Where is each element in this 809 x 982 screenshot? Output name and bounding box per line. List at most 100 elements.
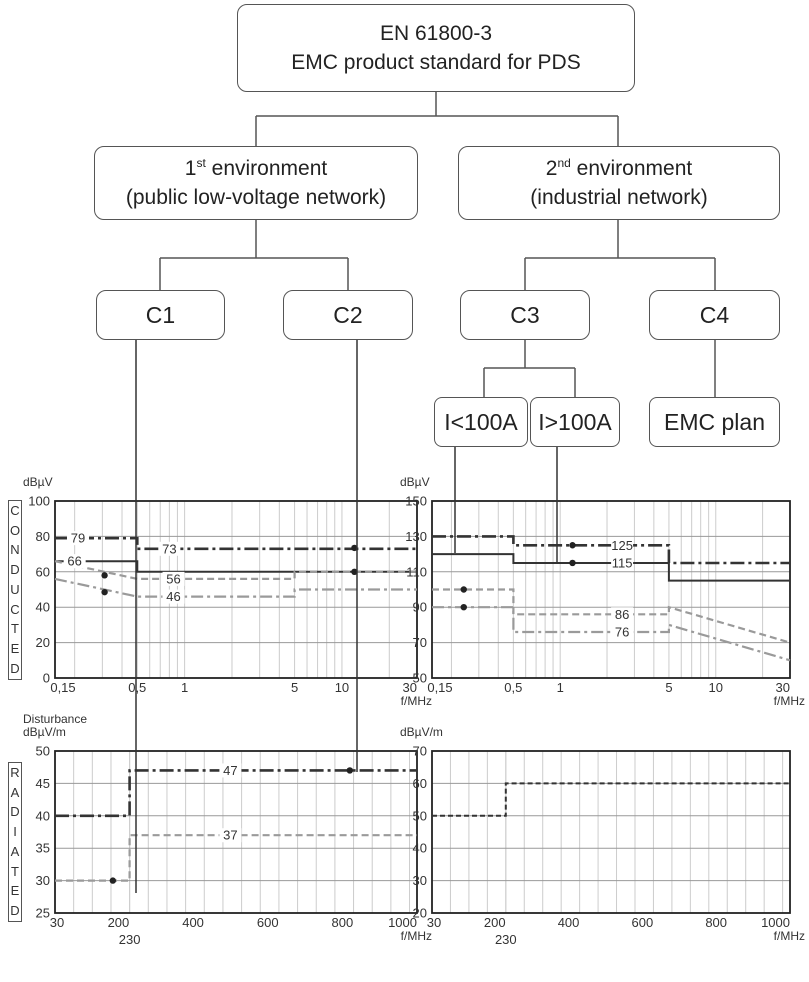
series-line-dashdot-dark: [55, 769, 417, 818]
standard-number: EN 61800-3: [379, 22, 493, 45]
x-tick-label: 0,5: [128, 680, 146, 695]
standard-description: EMC product standard for PDS: [291, 51, 581, 74]
y-tick-label: 70: [413, 635, 427, 650]
x-tick-label: 0,15: [50, 680, 75, 695]
category-c1-box: C1: [96, 290, 225, 340]
radiated-letter: D: [10, 903, 20, 919]
x-axis-label: f/MHz: [774, 694, 805, 708]
y-axis-label: dBµV: [23, 475, 53, 489]
x-tick-label: 10: [709, 680, 723, 695]
series-line-solid-dark: [432, 553, 790, 582]
annotation-label: 66: [67, 554, 81, 569]
x-tick-label: 1: [181, 680, 188, 695]
y-tick-label: 100: [28, 494, 50, 509]
intersection-dot: [346, 767, 354, 774]
conducted-letter: C: [10, 601, 20, 617]
y-tick-label: 0: [43, 671, 50, 686]
conducted-letter: U: [10, 581, 20, 597]
x-tick-label: 400: [182, 915, 204, 930]
annotation-label: 115: [612, 555, 633, 570]
annotation-label: 79: [71, 531, 85, 546]
series-line-dash-light: [55, 834, 417, 882]
y-tick-label: 60: [413, 776, 427, 791]
tree-connector-env2: [524, 220, 716, 290]
conducted-letter: D: [10, 562, 20, 578]
radiated-letter: E: [10, 883, 20, 899]
intersection-dot: [109, 877, 117, 884]
x-axis-label: f/MHz: [401, 929, 432, 943]
y-tick-label: 25: [36, 906, 50, 921]
x-tick-label-extra: 230: [495, 932, 517, 947]
radiated-letter: I: [13, 824, 17, 840]
y-axis-label: dBµV: [400, 475, 430, 489]
y-tick-label: 40: [413, 841, 427, 856]
series-line-dashdot-light: [54, 577, 417, 598]
env1-box: 1st environment (public low-voltage netw…: [94, 146, 418, 220]
annotation-background: [611, 607, 634, 622]
standard-box: EN 61800-3 EMC product standard for PDS: [237, 4, 635, 92]
x-tick-label: 1000: [388, 915, 417, 930]
y-tick-label: 20: [413, 906, 427, 921]
intersection-dot: [351, 544, 358, 552]
conducted-letter: E: [10, 641, 20, 657]
y-tick-label: 90: [413, 600, 427, 615]
annotation-background: [63, 554, 86, 569]
env1-subtitle: (public low-voltage network): [125, 186, 387, 209]
y-tick-label: 130: [405, 529, 427, 544]
annotation-background: [66, 531, 89, 546]
chart-frame: [54, 750, 418, 914]
x-tick-label: 30: [50, 915, 64, 930]
annotation-background: [611, 624, 634, 639]
subcategory-high-current-label: I>100A: [538, 408, 612, 435]
annotation-background: [158, 541, 181, 556]
chart-conducted-1st: 79 73 66 56 46 0 20 40 60 80 100 0,15 0,5 1 5 10 30f/MHz…: [23, 475, 432, 708]
series-line-dash-light: [432, 588, 791, 644]
intersection-dot: [569, 542, 576, 549]
y-tick-label: 60: [36, 564, 50, 579]
y-tick-label: 35: [36, 841, 50, 856]
chart-frame: [431, 750, 791, 914]
x-tick-label: 600: [632, 915, 654, 930]
y-tick-label: 150: [405, 494, 427, 509]
y-tick-label: 45: [36, 776, 50, 791]
radiated-letter: A: [10, 784, 20, 800]
series-line-dash-light: [54, 560, 417, 581]
intersection-dot: [569, 559, 576, 567]
category-c3-label: C3: [510, 301, 540, 328]
x-tick-label: 30: [776, 680, 790, 695]
y-tick-label: 110: [406, 564, 427, 579]
category-c4-box: C4: [649, 290, 780, 340]
tree-connector-env1: [159, 220, 349, 290]
intersection-dot: [101, 572, 108, 579]
series-line-dashdot-dark: [432, 535, 790, 565]
series-line-dash-dark: [432, 782, 790, 817]
tree-connector-c3: [483, 340, 576, 397]
y-tick-label: 70: [413, 744, 427, 759]
subcategory-low-current-box: I<100A: [434, 397, 528, 447]
annotation-label: 47: [223, 763, 237, 778]
category-c2-box: C2: [283, 290, 413, 340]
intersection-dot: [460, 586, 467, 593]
x-tick-label: 0,5: [504, 680, 522, 695]
y-axis-label: dBµV/m: [400, 725, 443, 739]
x-tick-label: 30: [427, 915, 441, 930]
y-tick-label: 40: [36, 808, 50, 823]
series-line-solid-dark: [55, 560, 417, 573]
annotation-label: 46: [166, 589, 180, 604]
x-tick-label: 10: [335, 680, 349, 695]
subcategory-low-current-label: I<100A: [444, 408, 518, 435]
annotation-background: [162, 589, 185, 604]
env2-subtitle: (industrial network): [530, 186, 708, 209]
x-tick-label-extra: 230: [119, 932, 141, 947]
tree-connector-root: [255, 92, 619, 146]
annotation-background: [219, 763, 242, 778]
annotation-background: [162, 571, 185, 586]
annotation-background: [219, 828, 242, 843]
x-tick-label: 200: [108, 915, 130, 930]
x-tick-label: 600: [257, 915, 279, 930]
annotation-background: [611, 555, 634, 570]
